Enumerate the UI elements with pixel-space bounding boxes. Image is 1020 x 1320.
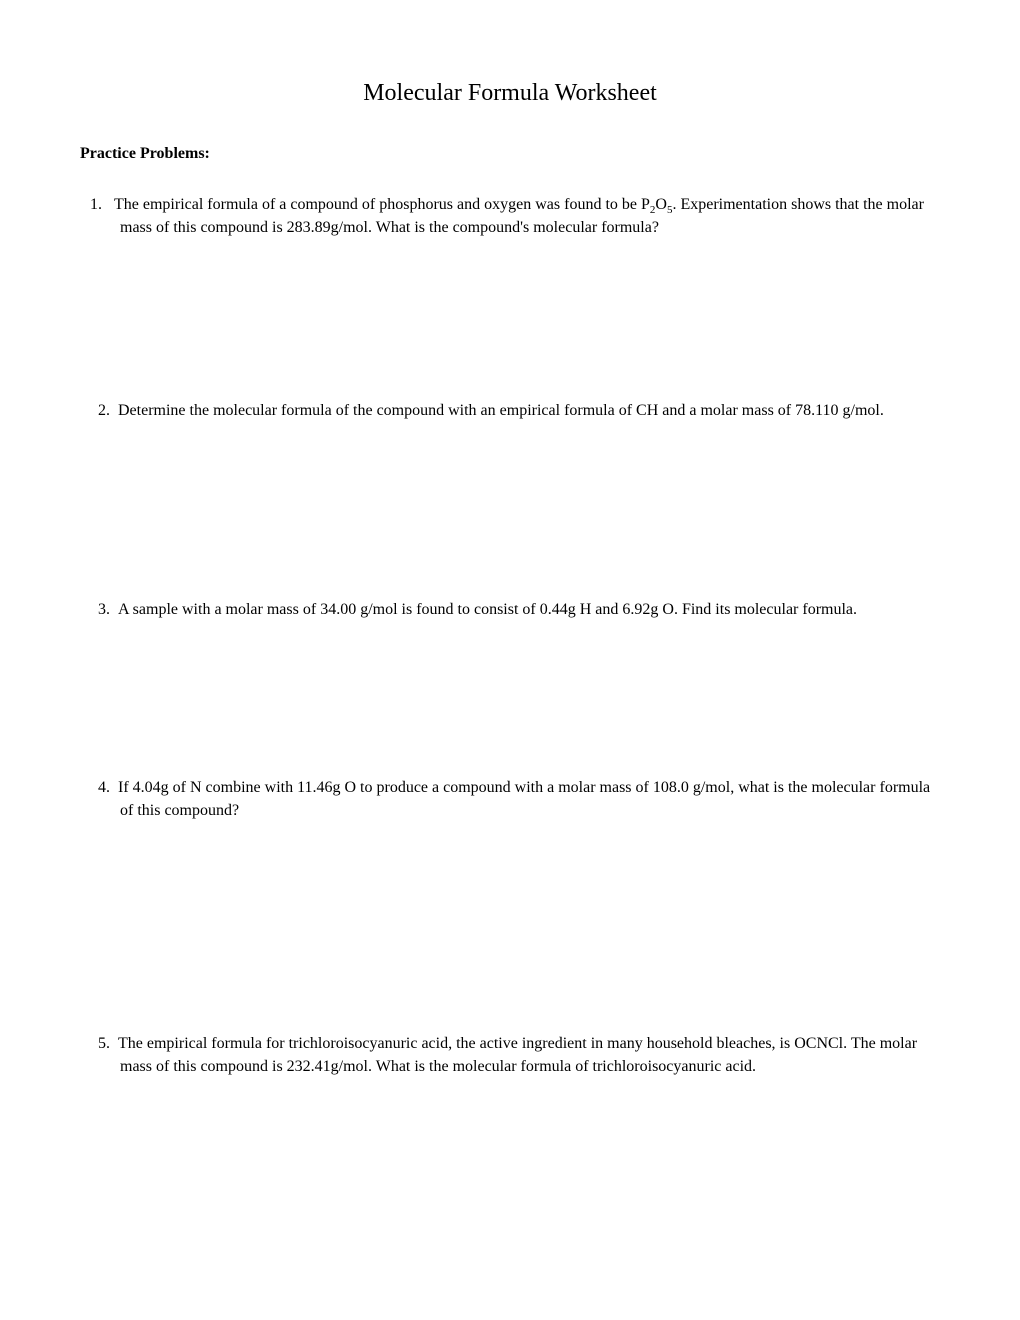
problem-2: 2. Determine the molecular formula of th… bbox=[80, 399, 940, 422]
problem-3-number: 3. bbox=[98, 601, 110, 618]
problem-1: 1. The empirical formula of a compound o… bbox=[80, 193, 940, 239]
problem-1-text: 1. The empirical formula of a compound o… bbox=[80, 193, 940, 239]
problem-2-text: 2. Determine the molecular formula of th… bbox=[80, 399, 940, 422]
problem-3: 3. A sample with a molar mass of 34.00 g… bbox=[80, 598, 940, 621]
problem-4-body: If 4.04g of N combine with 11.46g O to p… bbox=[118, 779, 930, 819]
problem-2-body: Determine the molecular formula of the c… bbox=[118, 402, 884, 419]
problem-4-text: 4. If 4.04g of N combine with 11.46g O t… bbox=[80, 776, 940, 822]
problem-5-number: 5. bbox=[98, 1035, 110, 1052]
problem-4: 4. If 4.04g of N combine with 11.46g O t… bbox=[80, 776, 940, 822]
problem-5: 5. The empirical formula for trichlorois… bbox=[80, 1032, 940, 1078]
problem-2-number: 2. bbox=[98, 402, 110, 419]
problem-1-number: 1. bbox=[90, 196, 102, 213]
problem-1-mid: O bbox=[655, 196, 667, 213]
section-header: Practice Problems: bbox=[80, 145, 940, 163]
worksheet-title: Molecular Formula Worksheet bbox=[80, 80, 940, 107]
problem-5-text: 5. The empirical formula for trichlorois… bbox=[80, 1032, 940, 1078]
problem-1-end: . bbox=[672, 196, 676, 213]
problem-3-body: A sample with a molar mass of 34.00 g/mo… bbox=[118, 601, 857, 618]
problem-5-body: The empirical formula for trichloroisocy… bbox=[118, 1035, 917, 1075]
problem-1-line1: The empirical formula of a compound of p… bbox=[114, 196, 650, 213]
problem-4-number: 4. bbox=[98, 779, 110, 796]
problem-3-text: 3. A sample with a molar mass of 34.00 g… bbox=[80, 598, 940, 621]
